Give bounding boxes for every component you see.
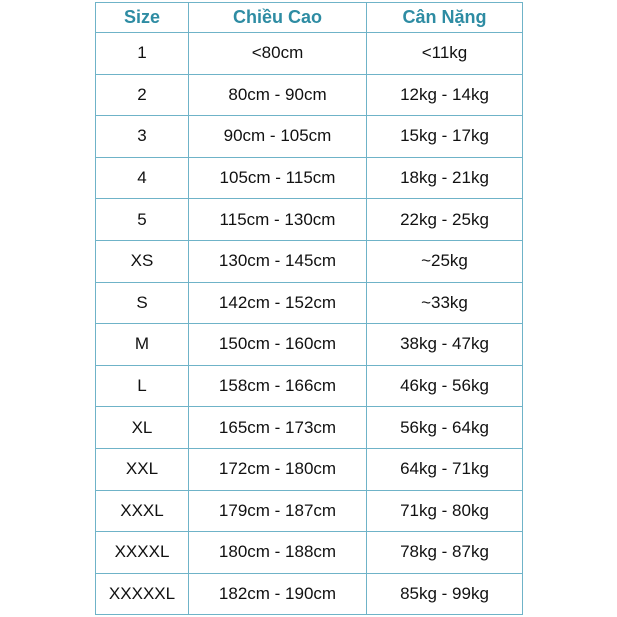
- height-cell: 179cm - 187cm: [188, 489, 367, 533]
- header-weight: Cân Nặng: [366, 2, 523, 33]
- weight-cell: <11kg: [366, 32, 523, 75]
- height-cell: 90cm - 105cm: [188, 115, 367, 158]
- height-cell: 165cm - 173cm: [188, 406, 367, 449]
- height-cell: 142cm - 152cm: [188, 281, 367, 325]
- size-cell: L: [95, 364, 189, 408]
- table-row: 1 <80cm <11kg: [95, 32, 523, 75]
- weight-cell: 15kg - 17kg: [366, 115, 523, 158]
- table-row: M 150cm - 160cm 38kg - 47kg: [95, 323, 523, 366]
- weight-cell: 56kg - 64kg: [366, 406, 523, 449]
- weight-cell: ~33kg: [366, 281, 523, 325]
- weight-cell: 64kg - 71kg: [366, 447, 523, 491]
- height-cell: 80cm - 90cm: [188, 73, 367, 117]
- height-cell: 182cm - 190cm: [188, 572, 367, 616]
- size-cell: XXL: [95, 447, 189, 491]
- size-cell: XL: [95, 406, 189, 449]
- table-row: L 158cm - 166cm 46kg - 56kg: [95, 364, 523, 408]
- size-cell: XXXL: [95, 489, 189, 533]
- height-cell: 105cm - 115cm: [188, 156, 367, 200]
- table-row: 4 105cm - 115cm 18kg - 21kg: [95, 156, 523, 200]
- size-cell: XS: [95, 239, 189, 283]
- weight-cell: 22kg - 25kg: [366, 198, 523, 241]
- size-cell: 3: [95, 115, 189, 158]
- weight-cell: 18kg - 21kg: [366, 156, 523, 200]
- height-cell: 150cm - 160cm: [188, 323, 367, 366]
- weight-cell: 12kg - 14kg: [366, 73, 523, 117]
- height-cell: <80cm: [188, 32, 367, 75]
- size-cell: XXXXL: [95, 531, 189, 574]
- table-row: XL 165cm - 173cm 56kg - 64kg: [95, 406, 523, 449]
- table-row: XXL 172cm - 180cm 64kg - 71kg: [95, 447, 523, 491]
- weight-cell: 71kg - 80kg: [366, 489, 523, 533]
- height-cell: 115cm - 130cm: [188, 198, 367, 241]
- size-cell: 5: [95, 198, 189, 241]
- table-row: XXXXL 180cm - 188cm 78kg - 87kg: [95, 531, 523, 574]
- table-row: XXXXXL 182cm - 190cm 85kg - 99kg: [95, 572, 523, 616]
- height-cell: 158cm - 166cm: [188, 364, 367, 408]
- size-cell: 2: [95, 73, 189, 117]
- weight-cell: 78kg - 87kg: [366, 531, 523, 574]
- size-cell: M: [95, 323, 189, 366]
- weight-cell: 46kg - 56kg: [366, 364, 523, 408]
- height-cell: 130cm - 145cm: [188, 239, 367, 283]
- size-cell: 4: [95, 156, 189, 200]
- table-row: 5 115cm - 130cm 22kg - 25kg: [95, 198, 523, 241]
- header-row: Size Chiều Cao Cân Nặng: [95, 2, 523, 33]
- table-row: XXXL 179cm - 187cm 71kg - 80kg: [95, 489, 523, 533]
- weight-cell: ~25kg: [366, 239, 523, 283]
- header-size: Size: [95, 2, 189, 33]
- height-cell: 180cm - 188cm: [188, 531, 367, 574]
- size-cell: XXXXXL: [95, 572, 189, 616]
- height-cell: 172cm - 180cm: [188, 447, 367, 491]
- size-cell: 1: [95, 32, 189, 75]
- header-height: Chiều Cao: [188, 2, 367, 33]
- weight-cell: 38kg - 47kg: [366, 323, 523, 366]
- weight-cell: 85kg - 99kg: [366, 572, 523, 616]
- size-chart-table: Size Chiều Cao Cân Nặng 1 <80cm <11kg 2 80cm…: [95, 2, 523, 616]
- table-row: S 142cm - 152cm ~33kg: [95, 281, 523, 325]
- table-row: 3 90cm - 105cm 15kg - 17kg: [95, 115, 523, 158]
- table-row: 2 80cm - 90cm 12kg - 14kg: [95, 73, 523, 117]
- table-row: XS 130cm - 145cm ~25kg: [95, 239, 523, 283]
- size-cell: S: [95, 281, 189, 325]
